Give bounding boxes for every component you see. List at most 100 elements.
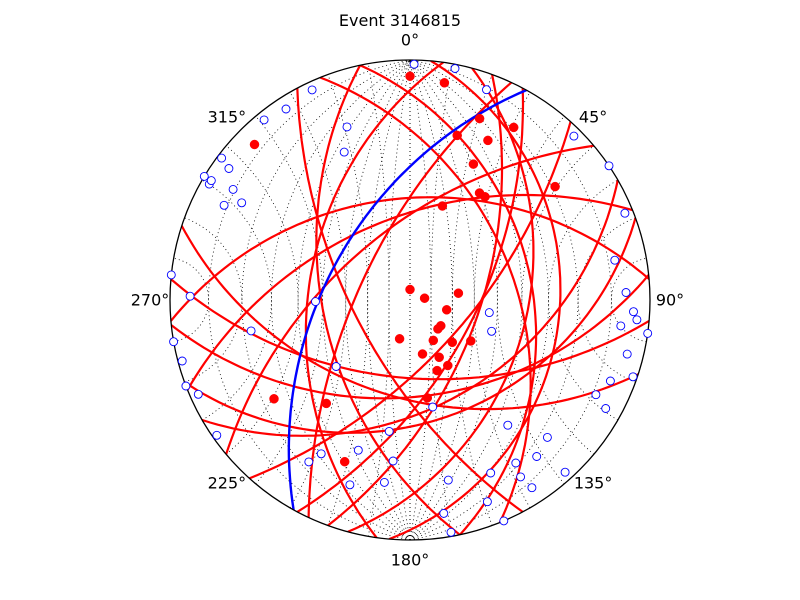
- dilatation-marker: [484, 308, 494, 318]
- dilatation-marker: [605, 376, 615, 386]
- compression-marker: [436, 321, 446, 331]
- grid-great-circle: [367, 60, 411, 540]
- dilatation-markers: [166, 59, 653, 537]
- compression-marker: [441, 305, 452, 315]
- grid-great-circle: [409, 60, 475, 540]
- dilatation-marker: [345, 480, 355, 490]
- dilatation-marker: [527, 483, 537, 493]
- dilatation-marker: [621, 288, 631, 297]
- dilatation-marker: [516, 472, 526, 482]
- dilatation-marker: [177, 356, 187, 366]
- nodal-plane: [287, 88, 527, 511]
- dilatation-marker: [185, 291, 195, 301]
- dilatation-marker: [628, 372, 638, 382]
- dilatation-marker: [629, 307, 638, 317]
- grid-great-circle: [388, 60, 411, 540]
- dilatation-marker: [443, 475, 453, 485]
- dilatation-marker: [388, 456, 398, 466]
- dilatation-marker: [224, 164, 234, 173]
- compression-marker: [437, 201, 448, 211]
- dilatation-marker: [499, 516, 509, 526]
- auxiliary-plane: [359, 64, 538, 536]
- dilatation-marker: [206, 176, 216, 186]
- dilatation-marker: [487, 326, 497, 336]
- grid-great-circle: [409, 60, 523, 540]
- auxiliary-plane: [307, 81, 513, 518]
- dilatation-marker: [482, 497, 492, 507]
- compression-marker: [321, 398, 332, 409]
- dilatation-marker: [379, 477, 389, 487]
- azimuth-label: 135°: [574, 474, 613, 493]
- auxiliary-plane: [319, 76, 532, 523]
- dilatation-marker: [560, 467, 570, 477]
- auxiliary-plane: [315, 64, 461, 536]
- compression-marker: [269, 394, 279, 404]
- compression-marker: [339, 456, 350, 467]
- dilatation-marker: [353, 445, 363, 455]
- dilatation-marker: [409, 59, 419, 69]
- compression-marker: [394, 334, 405, 344]
- auxiliary-plane: [388, 60, 562, 540]
- compression-marker: [466, 336, 476, 346]
- dilatation-marker: [237, 198, 247, 208]
- dilatation-marker: [342, 122, 352, 132]
- dilatation-marker: [307, 85, 317, 95]
- dilatation-marker: [331, 362, 341, 371]
- azimuth-label: 90°: [656, 291, 684, 310]
- grid-great-circle: [409, 60, 550, 540]
- compression-marker: [443, 360, 453, 371]
- grid-great-circle: [208, 60, 411, 540]
- dilatation-marker: [384, 426, 394, 436]
- dilatation-marker: [503, 420, 513, 430]
- dilatation-marker: [212, 430, 222, 440]
- grid-great-circle: [409, 60, 579, 540]
- compression-marker: [405, 284, 415, 295]
- auxiliary-plane: [170, 278, 650, 381]
- azimuth-label: 225°: [208, 474, 247, 493]
- dilatation-marker: [193, 389, 203, 399]
- dilatation-marker: [482, 85, 491, 95]
- compression-marker: [434, 352, 444, 363]
- compression-marker: [428, 335, 439, 346]
- dilatation-marker: [632, 315, 642, 325]
- compression-marker: [508, 122, 519, 133]
- dilatation-marker: [246, 326, 256, 336]
- dilatation-marker: [591, 390, 601, 400]
- auxiliary-plane: [347, 67, 535, 533]
- grid-great-circle: [241, 60, 411, 540]
- grid-great-circle: [270, 60, 411, 540]
- auxiliary-plane: [180, 225, 639, 411]
- azimuth-label: 45°: [579, 107, 607, 126]
- dilatation-marker: [439, 508, 449, 518]
- azimuth-label: 180°: [391, 551, 430, 570]
- auxiliary-plane: [186, 193, 633, 391]
- azimuth-label: 315°: [208, 107, 247, 126]
- dilatation-marker: [339, 147, 349, 157]
- grid-small-circle: [367, 63, 390, 537]
- dilatation-marker: [169, 337, 179, 347]
- dilatation-marker: [446, 527, 456, 537]
- grid-great-circle: [409, 60, 612, 540]
- auxiliary-plane: [170, 196, 650, 322]
- dilatation-marker: [316, 449, 326, 459]
- compression-marker: [419, 293, 430, 303]
- compression-marker: [474, 188, 485, 198]
- dilatation-marker: [281, 104, 291, 114]
- auxiliary-plane: [296, 88, 524, 513]
- compression-markers: [249, 71, 560, 467]
- dilatation-marker: [511, 458, 521, 468]
- azimuth-label: 0°: [401, 31, 419, 50]
- dilatation-marker: [542, 432, 552, 442]
- azimuth-label: 270°: [131, 291, 170, 310]
- dilatation-marker: [217, 153, 227, 163]
- compression-marker: [550, 181, 560, 192]
- auxiliary-plane: [170, 274, 650, 400]
- dilatation-marker: [219, 200, 229, 210]
- dilatation-marker: [616, 321, 626, 331]
- dilatation-marker: [228, 184, 238, 194]
- grid-great-circle: [345, 60, 411, 540]
- compression-marker: [439, 78, 450, 88]
- dilatation-marker: [311, 297, 320, 307]
- compression-marker: [447, 337, 458, 348]
